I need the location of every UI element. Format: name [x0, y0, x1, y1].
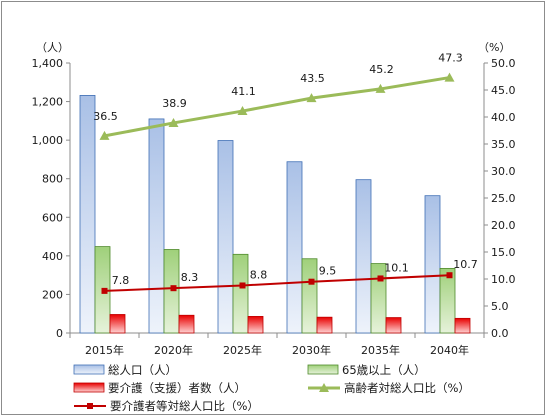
care-ratio-data-label: 10.1	[384, 261, 409, 274]
bar-care-recipients	[316, 316, 333, 334]
elderly-ratio-data-label: 43.5	[300, 72, 325, 85]
legend-age-65-plus-label: 65歳以上（人）	[342, 363, 426, 377]
y-left-tick-label: 800	[42, 173, 63, 186]
legend-care-ratio-label: 要介護者等対総人口比（%）	[110, 399, 259, 413]
bar-total-population	[148, 118, 165, 334]
y-right-unit-label: （%）	[478, 41, 510, 54]
care-ratio-data-label: 7.8	[112, 274, 130, 287]
care-ratio-data-label: 8.3	[181, 271, 199, 284]
x-tick-label: 2020年	[154, 343, 193, 357]
elderly-ratio-point	[444, 72, 455, 82]
y-left-tick-label: 1,000	[32, 134, 64, 147]
elderly-ratio-point	[306, 93, 317, 103]
y-right-tick-label: 10.0	[491, 273, 516, 286]
y-right-tick-label: 0.0	[491, 327, 509, 340]
legend-elderly-ratio-marker	[319, 383, 329, 392]
bar-age-65-plus	[163, 249, 180, 334]
legend-age-65-plus-swatch	[307, 364, 339, 375]
elderly-ratio-data-label: 45.2	[369, 63, 394, 76]
elderly-ratio-data-label: 38.9	[162, 97, 187, 110]
bar-total-population	[286, 161, 303, 334]
y-right-tick-label: 45.0	[491, 84, 516, 97]
legend-care-recipients-swatch	[73, 382, 105, 393]
y-left-tick-label: 400	[42, 250, 63, 263]
x-tick-label: 2040年	[430, 343, 469, 357]
bar-care-recipients	[454, 317, 471, 334]
bar-age-65-plus	[301, 258, 318, 334]
care-ratio-data-label: 9.5	[319, 265, 337, 278]
elderly-ratio-data-label: 47.3	[438, 52, 463, 65]
x-tick-label: 2015年	[85, 343, 124, 357]
bar-total-population	[79, 95, 96, 334]
y-right-tick-label: 20.0	[491, 219, 516, 232]
y-right-tick-label: 30.0	[491, 165, 516, 178]
x-tick-label: 2025年	[223, 343, 262, 357]
legend: 総人口（人） 65歳以上（人） 要介護（支援）者数（人） 高齢者対総人口比（%） 要介護…	[73, 363, 470, 413]
y-left-tick-label: 200	[42, 288, 63, 301]
elderly-ratio-line	[104, 76, 450, 138]
bar-care-recipients	[178, 314, 195, 334]
elderly-ratio-point	[375, 83, 386, 93]
legend-total-population-swatch	[73, 364, 105, 375]
bar-age-65-plus	[439, 267, 456, 334]
care-ratio-data-label: 10.7	[453, 258, 478, 271]
x-tick-label: 2035年	[361, 343, 400, 357]
bar-total-population	[424, 195, 441, 334]
care-ratio-point	[170, 285, 177, 292]
plot-area: 0 200 400 600 800 1,000 1,200 1,400 0.0 5.0 10.0 15…	[32, 52, 516, 357]
care-ratio-point	[239, 282, 246, 289]
x-tick-label: 2030年	[292, 343, 331, 357]
care-ratio-point	[377, 275, 384, 282]
elderly-ratio-point	[237, 106, 248, 116]
care-ratio-point	[446, 272, 453, 279]
y-right-tick-label: 5.0	[491, 300, 509, 313]
legend-total-population-label: 総人口（人）	[108, 363, 177, 377]
elderly-ratio-data-label: 36.5	[93, 110, 118, 123]
y-right-tick-label: 15.0	[491, 246, 516, 259]
bar-care-recipients	[247, 316, 264, 334]
y-left-tick-label: 1,400	[32, 57, 64, 70]
y-right-tick-label: 50.0	[491, 57, 516, 70]
legend-care-ratio-marker	[87, 403, 93, 409]
bar-care-recipients	[109, 314, 126, 334]
care-ratio-point	[101, 287, 108, 294]
y-right-tick-label: 40.0	[491, 111, 516, 124]
care-ratio-data-label: 8.8	[250, 268, 268, 281]
bar-age-65-plus	[232, 253, 249, 334]
legend-care-recipients-label: 要介護（支援）者数（人）	[108, 381, 246, 395]
y-left-unit-label: （人）	[36, 41, 69, 54]
y-left-tick-label: 1,200	[32, 96, 64, 109]
bar-total-population	[355, 179, 372, 334]
legend-elderly-ratio-label: 高齢者対総人口比（%）	[344, 381, 470, 395]
y-right-tick-label: 25.0	[491, 192, 516, 205]
elderly-ratio-point	[168, 117, 179, 127]
y-right-tick-label: 35.0	[491, 138, 516, 151]
elderly-ratio-data-label: 41.1	[231, 85, 256, 98]
y-left-tick-label: 600	[42, 211, 63, 224]
y-left-tick-label: 0	[56, 327, 63, 340]
bar-care-recipients	[385, 317, 402, 334]
care-ratio-line	[104, 274, 450, 292]
bar-total-population	[217, 140, 234, 334]
elderly-ratio-point	[99, 130, 110, 140]
care-ratio-point	[308, 278, 315, 285]
